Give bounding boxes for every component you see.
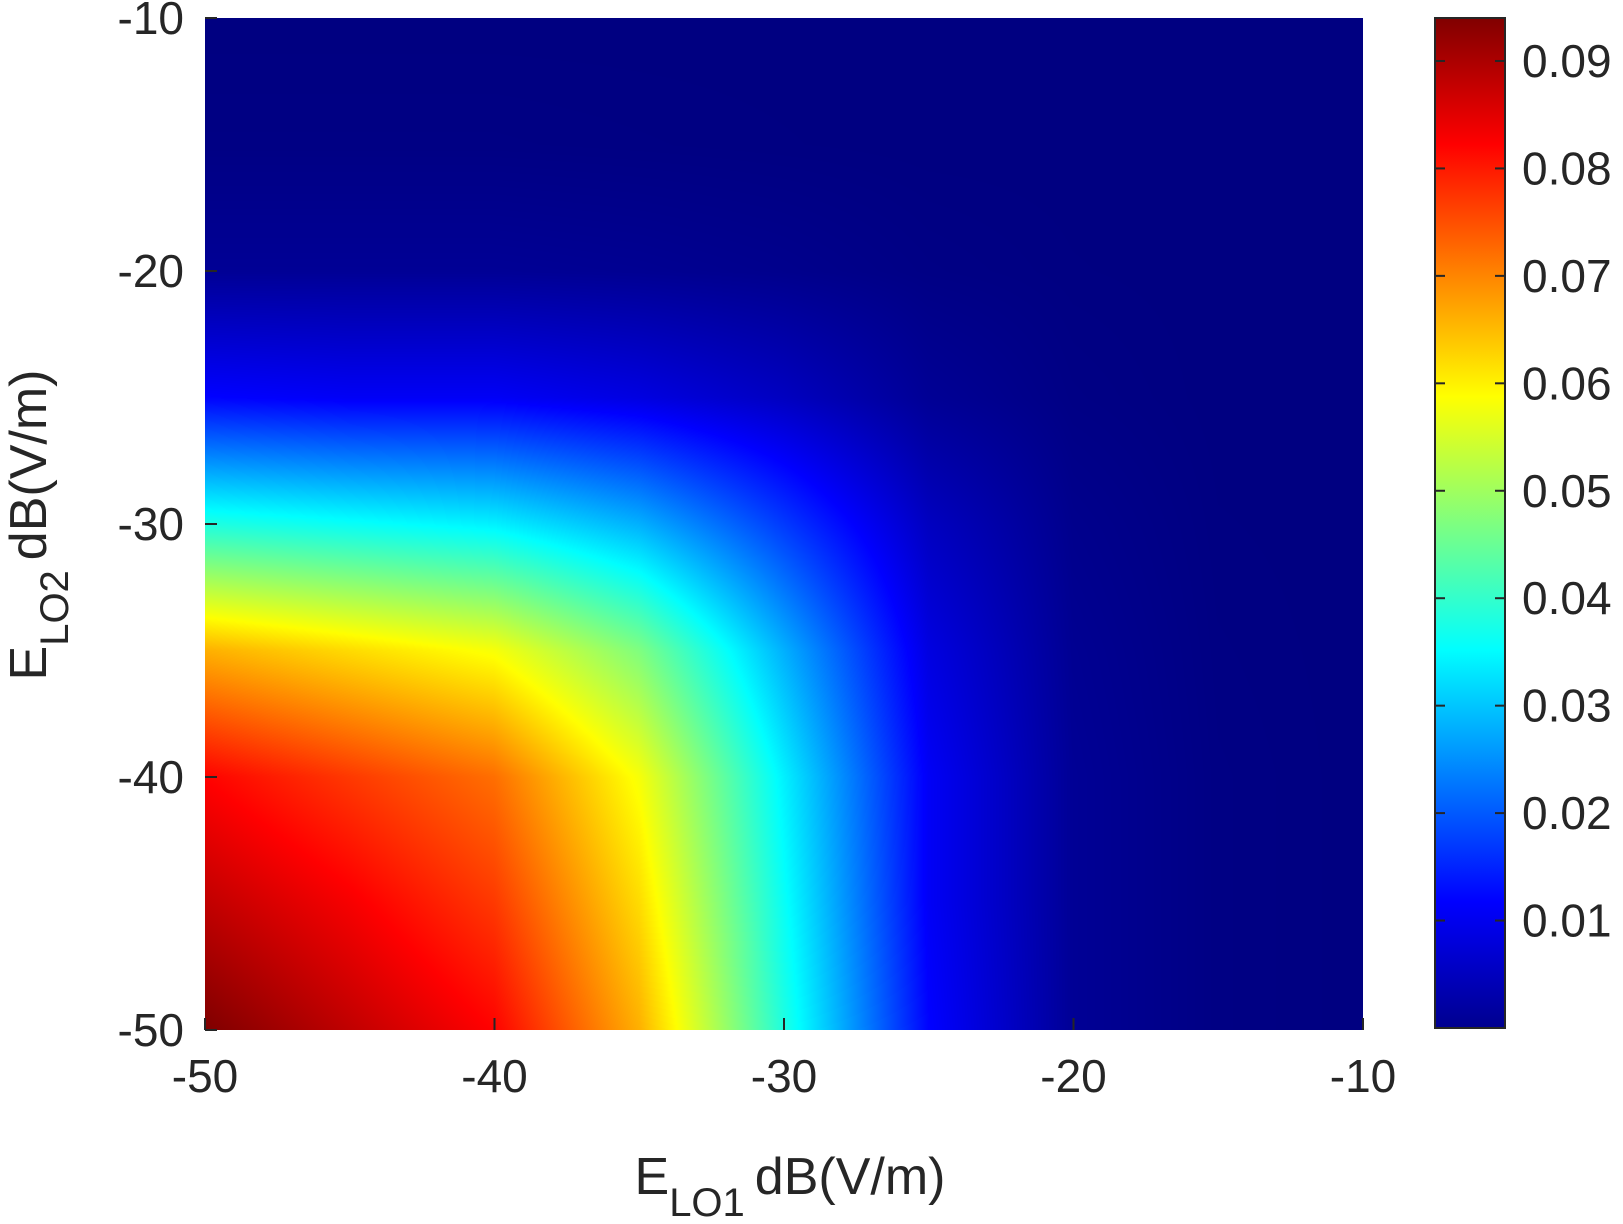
colorbar-tick-label: 0.09: [1522, 35, 1612, 87]
x-tick-label: -20: [1040, 1050, 1106, 1102]
heatmap-image: [205, 18, 1363, 1030]
y-tick-label: -40: [118, 751, 184, 803]
colorbar: 0.01 0.02 0.03 0.04 0.05 0.06 0.07 0.08 0.09: [1434, 17, 1612, 1029]
plot-area: -50 -40 -30 -20 -10 -50 -40 -30 -20 -10: [118, 0, 1397, 1102]
colorbar-tick-label: 0.02: [1522, 787, 1612, 839]
x-axis-ticks: -50 -40 -30 -20 -10: [172, 1018, 1396, 1102]
x-tick-label: -30: [751, 1050, 817, 1102]
colorbar-tick-label: 0.06: [1522, 357, 1612, 409]
colorbar-ticks: 0.01 0.02 0.03 0.04 0.05 0.06 0.07 0.08 0.09: [1435, 35, 1612, 947]
x-axis-label: ELO1 dB(V/m): [635, 1148, 946, 1224]
y-tick-label: -30: [118, 498, 184, 550]
colorbar-tick-label: 0.03: [1522, 680, 1612, 732]
colorbar-tick-label: 0.04: [1522, 572, 1612, 624]
y-tick-label: -10: [118, 0, 184, 44]
y-axis-label: ELO2dB(V/m): [0, 370, 77, 681]
x-tick-label: -50: [172, 1050, 238, 1102]
colorbar-tick-label: 0.08: [1522, 142, 1612, 194]
y-axis-ticks: -50 -40 -30 -20 -10: [118, 0, 217, 1056]
y-tick-label: -20: [118, 245, 184, 297]
x-tick-label: -10: [1330, 1050, 1396, 1102]
colorbar-tick-label: 0.01: [1522, 895, 1612, 947]
y-tick-label: -50: [118, 1004, 184, 1056]
colorbar-tick-label: 0.05: [1522, 465, 1612, 517]
colorbar-gradient: [1434, 17, 1506, 1029]
x-tick-label: -40: [461, 1050, 527, 1102]
colorbar-tick-label: 0.07: [1522, 250, 1612, 302]
